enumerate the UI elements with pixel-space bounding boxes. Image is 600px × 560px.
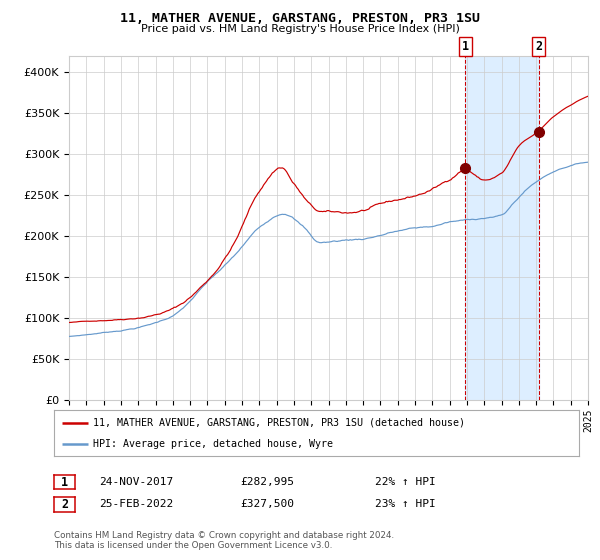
Bar: [465, 56, 539, 400]
Text: £327,500: £327,500: [240, 499, 294, 509]
Text: 22% ↑ HPI: 22% ↑ HPI: [375, 477, 436, 487]
Text: £282,995: £282,995: [240, 477, 294, 487]
Text: 23% ↑ HPI: 23% ↑ HPI: [375, 499, 436, 509]
Text: 2: 2: [61, 498, 68, 511]
Text: 1: 1: [461, 40, 469, 53]
Text: 11, MATHER AVENUE, GARSTANG, PRESTON, PR3 1SU: 11, MATHER AVENUE, GARSTANG, PRESTON, PR…: [120, 12, 480, 25]
Text: Price paid vs. HM Land Registry's House Price Index (HPI): Price paid vs. HM Land Registry's House …: [140, 24, 460, 34]
Text: 25-FEB-2022: 25-FEB-2022: [99, 499, 173, 509]
Text: HPI: Average price, detached house, Wyre: HPI: Average price, detached house, Wyre: [94, 439, 334, 449]
Text: 11, MATHER AVENUE, GARSTANG, PRESTON, PR3 1SU (detached house): 11, MATHER AVENUE, GARSTANG, PRESTON, PR…: [94, 418, 466, 428]
Text: 1: 1: [61, 475, 68, 489]
Text: 2: 2: [535, 40, 542, 53]
Text: Contains HM Land Registry data © Crown copyright and database right 2024.
This d: Contains HM Land Registry data © Crown c…: [54, 531, 394, 550]
Text: 24-NOV-2017: 24-NOV-2017: [99, 477, 173, 487]
